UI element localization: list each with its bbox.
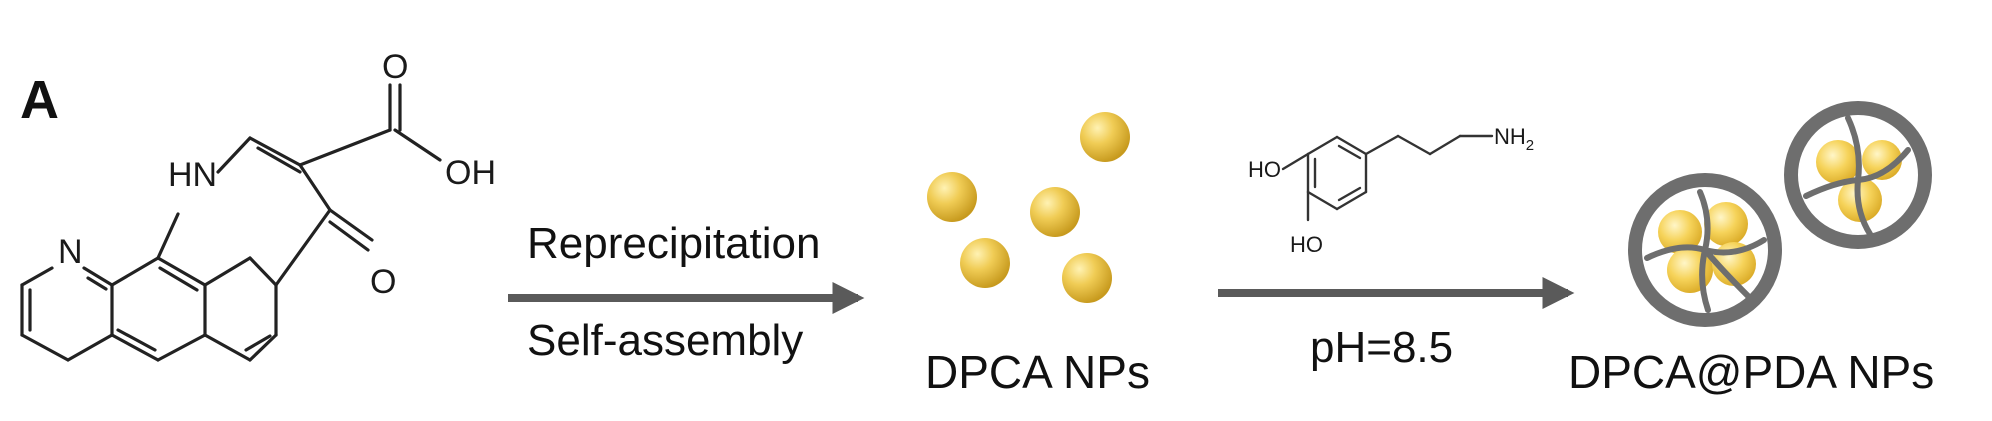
nanoparticle: [927, 172, 977, 222]
core-shell-particle: [1784, 101, 1932, 249]
dopamine-amine-subscript: 2: [1526, 137, 1534, 154]
dopamine-molecule: [1281, 134, 1494, 222]
step1-label-above: Reprecipitation: [527, 219, 821, 268]
dpca-molecule: [20, 83, 442, 362]
nanoparticle: [960, 238, 1010, 288]
atom-acid-oh: OH: [445, 154, 496, 192]
dopamine-amine-n: NH: [1494, 124, 1526, 149]
dpca-pda-nanoparticles: [1628, 101, 1932, 327]
dopamine-amine: NH2: [1494, 124, 1534, 154]
atom-n-ring: N: [58, 233, 83, 271]
dpca-pda-nps-label: DPCA@PDA NPs: [1568, 346, 1934, 398]
dopamine-oh-top: HO: [1248, 157, 1281, 182]
step1-label-below: Self-assembly: [527, 316, 803, 365]
panel-label: A: [20, 70, 59, 130]
atom-acid-o: O: [382, 48, 408, 86]
dpca-nps-label: DPCA NPs: [925, 346, 1150, 398]
dpca-nanoparticles: [927, 112, 1130, 303]
dopamine-oh-bottom: HO: [1290, 232, 1323, 257]
nanoparticle: [1080, 112, 1130, 162]
atom-nh: HN: [168, 156, 217, 194]
core-shell-particle: [1628, 173, 1782, 327]
nanoparticle: [1062, 253, 1112, 303]
nanoparticle: [1030, 187, 1080, 237]
atom-carbonyl-o: O: [370, 263, 396, 301]
step2-label-below: pH=8.5: [1310, 323, 1453, 372]
